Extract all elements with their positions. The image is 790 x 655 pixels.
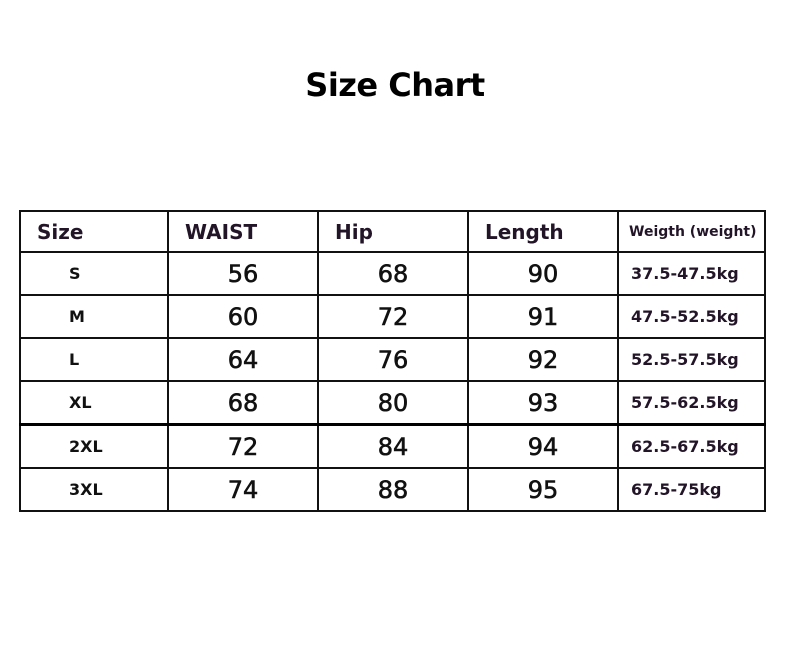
cell-length: 91 <box>467 294 619 339</box>
cell-length: 93 <box>467 380 619 426</box>
cell-weight: 52.5-57.5kg <box>617 337 766 382</box>
cell-hip: 80 <box>317 380 469 426</box>
table-row: M 60 72 91 47.5-52.5kg <box>19 294 766 339</box>
cell-waist: 64 <box>167 337 319 382</box>
header-size: Size <box>19 210 169 253</box>
cell-hip: 76 <box>317 337 469 382</box>
header-waist: WAIST <box>167 210 319 253</box>
table-row: L 64 76 92 52.5-57.5kg <box>19 337 766 382</box>
cell-waist: 56 <box>167 251 319 296</box>
cell-size: XL <box>19 380 169 426</box>
cell-hip: 72 <box>317 294 469 339</box>
cell-length: 95 <box>467 467 619 512</box>
cell-hip: 68 <box>317 251 469 296</box>
table-row: XL 68 80 93 57.5-62.5kg <box>19 380 766 426</box>
cell-weight: 47.5-52.5kg <box>617 294 766 339</box>
cell-length: 94 <box>467 423 619 469</box>
cell-weight: 57.5-62.5kg <box>617 380 766 426</box>
cell-waist: 68 <box>167 380 319 426</box>
table-row: 2XL 72 84 94 62.5-67.5kg <box>19 423 766 469</box>
cell-size: L <box>19 337 169 382</box>
cell-weight: 37.5-47.5kg <box>617 251 766 296</box>
cell-waist: 72 <box>167 423 319 469</box>
cell-waist: 60 <box>167 294 319 339</box>
table-row: 3XL 74 88 95 67.5-75kg <box>19 467 766 512</box>
cell-weight: 62.5-67.5kg <box>617 423 766 469</box>
cell-length: 90 <box>467 251 619 296</box>
header-hip: Hip <box>317 210 469 253</box>
page-title: Size Chart <box>305 66 485 104</box>
cell-size: 2XL <box>19 423 169 469</box>
cell-size: 3XL <box>19 467 169 512</box>
cell-length: 92 <box>467 337 619 382</box>
cell-hip: 84 <box>317 423 469 469</box>
table-row: S 56 68 90 37.5-47.5kg <box>19 251 766 296</box>
header-weight: Weigth (weight) <box>617 210 766 253</box>
table-header-row: Size WAIST Hip Length Weigth (weight) <box>19 210 766 253</box>
header-length: Length <box>467 210 619 253</box>
cell-size: S <box>19 251 169 296</box>
cell-hip: 88 <box>317 467 469 512</box>
cell-weight: 67.5-75kg <box>617 467 766 512</box>
cell-size: M <box>19 294 169 339</box>
cell-waist: 74 <box>167 467 319 512</box>
